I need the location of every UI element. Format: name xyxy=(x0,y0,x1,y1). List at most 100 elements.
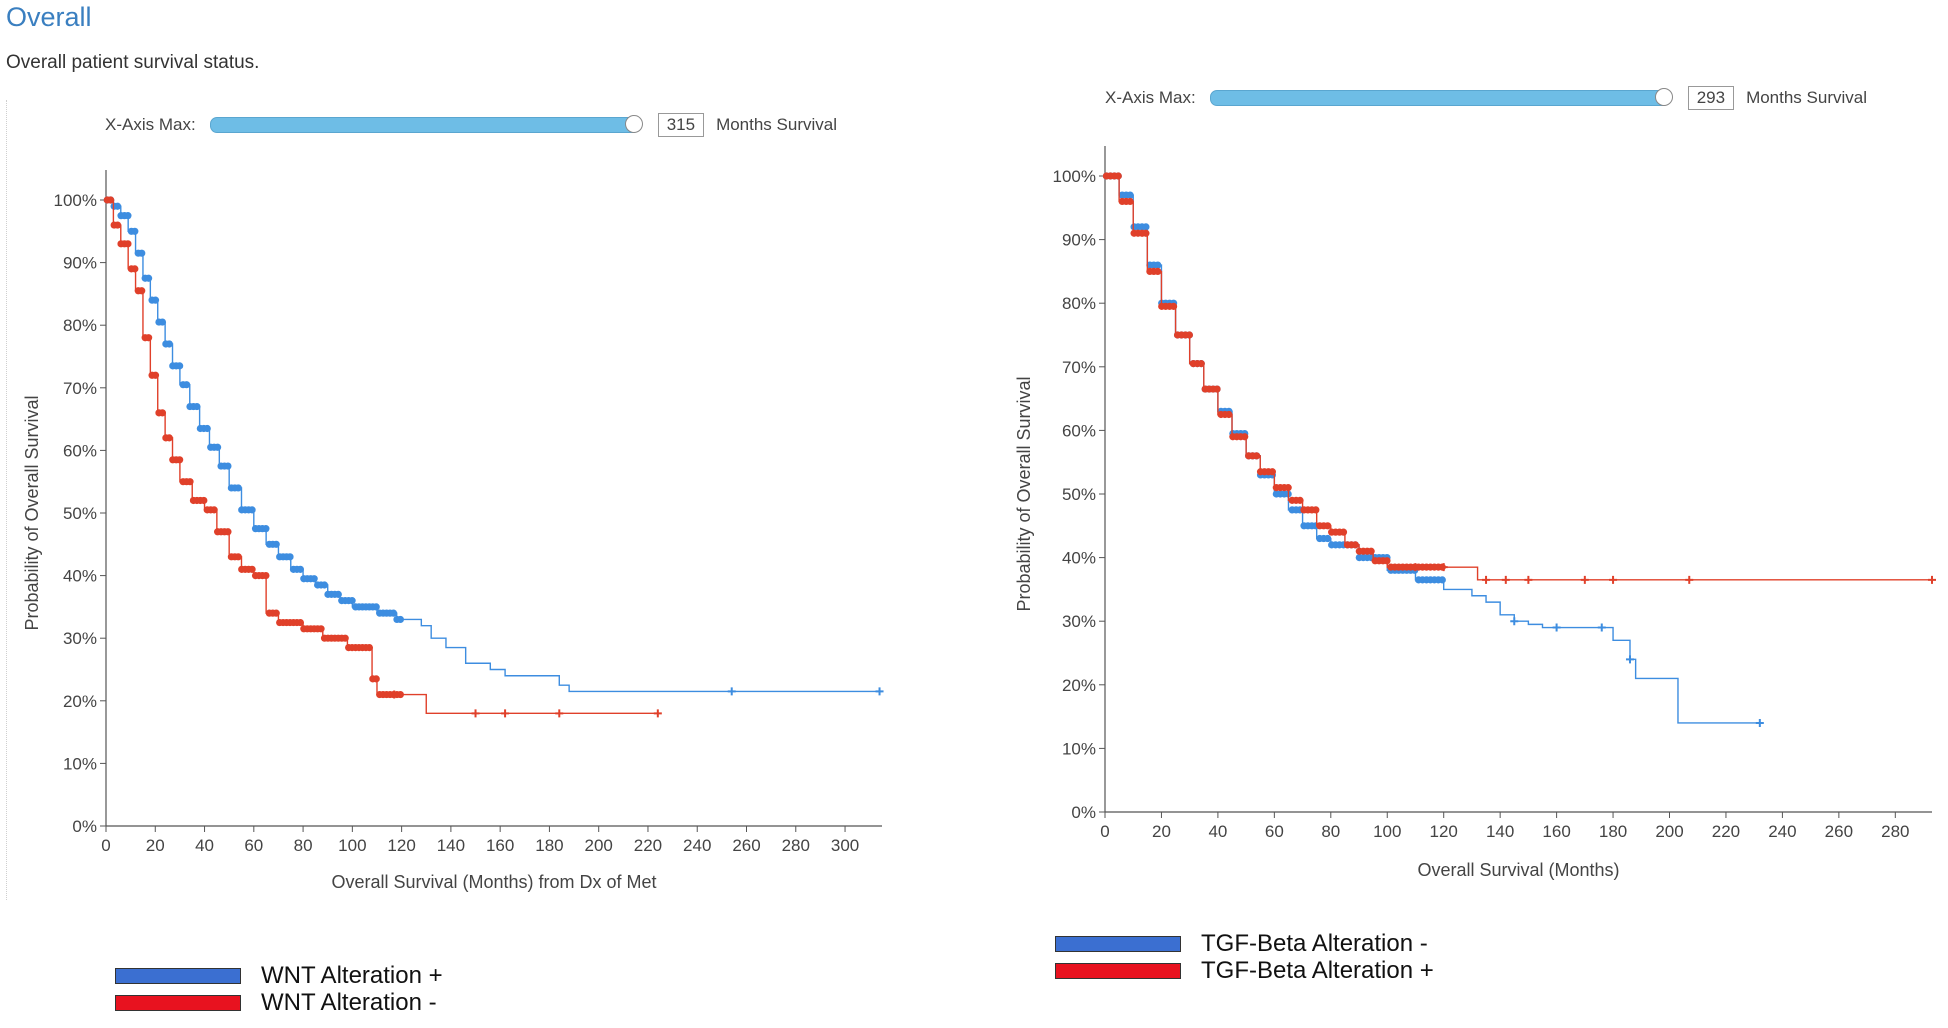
series-marker xyxy=(124,212,132,220)
x-tick-label: 240 xyxy=(683,836,711,855)
y-tick-label: 20% xyxy=(63,692,97,711)
series-marker xyxy=(124,240,132,248)
series-marker xyxy=(151,371,160,379)
series-marker xyxy=(138,249,146,257)
x-tick-label: 160 xyxy=(486,836,514,855)
series-marker xyxy=(296,618,304,627)
series-marker xyxy=(158,409,167,417)
series-marker xyxy=(248,506,256,514)
left-xaxis-max-input[interactable]: 315 xyxy=(657,113,705,137)
series-marker xyxy=(1126,191,1134,199)
censor-mark xyxy=(1439,563,1448,572)
left-xaxis-slider-thumb[interactable] xyxy=(624,115,643,133)
series-marker xyxy=(107,196,115,204)
series-marker xyxy=(165,434,173,442)
censor-mark xyxy=(1597,623,1606,632)
right-legend: TGF-Beta Alteration - TGF-Beta Alteratio… xyxy=(1055,930,1434,984)
series-marker xyxy=(320,581,329,589)
censor-mark xyxy=(501,709,510,718)
left-xaxis-slider[interactable] xyxy=(209,115,643,133)
series-marker xyxy=(372,603,380,611)
series-marker xyxy=(1351,541,1359,549)
y-tick-label: 90% xyxy=(1062,231,1096,250)
series-marker xyxy=(131,265,139,273)
censor-mark xyxy=(875,687,884,696)
series-marker xyxy=(1142,223,1150,231)
series-marker xyxy=(372,675,380,683)
x-tick-label: 200 xyxy=(585,836,613,855)
y-tick-label: 30% xyxy=(1062,612,1096,631)
y-axis-title: Probability of Overall Survival xyxy=(1014,376,1034,611)
series-marker xyxy=(151,296,160,304)
censor-mark xyxy=(1928,575,1936,584)
page-title: Overall xyxy=(6,2,92,32)
censor-mark xyxy=(1755,718,1764,727)
y-tick-label: 70% xyxy=(63,379,97,398)
series-marker xyxy=(213,443,222,451)
series-marker xyxy=(193,402,201,411)
series-marker xyxy=(186,478,194,486)
series-marker xyxy=(1284,484,1292,492)
series-marker xyxy=(1296,496,1304,504)
series-marker xyxy=(182,381,191,389)
x-tick-label: 180 xyxy=(1599,822,1627,841)
x-tick-label: 180 xyxy=(535,836,563,855)
series-marker xyxy=(200,496,208,505)
x-tick-label: 40 xyxy=(195,836,214,855)
censor-mark xyxy=(1685,575,1694,584)
y-tick-label: 90% xyxy=(63,254,97,273)
y-tick-label: 60% xyxy=(1062,421,1096,440)
series-marker xyxy=(224,528,232,536)
right-legend-label-1: TGF-Beta Alteration + xyxy=(1201,956,1434,984)
series-marker xyxy=(1114,172,1122,180)
y-tick-label: 80% xyxy=(63,316,97,335)
series-marker xyxy=(234,484,242,492)
series-marker xyxy=(176,362,184,370)
x-tick-label: 220 xyxy=(634,836,662,855)
series-marker xyxy=(176,456,184,464)
x-tick-label: 80 xyxy=(1321,822,1340,841)
series-marker xyxy=(1154,261,1162,269)
series-marker xyxy=(248,565,256,573)
x-tick-label: 220 xyxy=(1712,822,1740,841)
x-tick-label: 0 xyxy=(101,836,110,855)
x-tick-label: 260 xyxy=(732,836,760,855)
x-tick-label: 140 xyxy=(437,836,465,855)
series-marker xyxy=(334,590,342,598)
y-tick-label: 20% xyxy=(1062,676,1096,695)
right-legend-item: TGF-Beta Alteration - xyxy=(1055,930,1434,957)
series-marker xyxy=(210,506,218,514)
series-marker xyxy=(1126,197,1134,206)
right-xaxis-slider-thumb[interactable] xyxy=(1654,88,1673,106)
series-marker xyxy=(1225,410,1233,419)
right-legend-label-0: TGF-Beta Alteration - xyxy=(1201,929,1428,957)
right-xaxis-max-input[interactable]: 293 xyxy=(1687,86,1735,110)
y-tick-label: 100% xyxy=(1053,167,1096,186)
series-marker xyxy=(396,690,404,699)
series-marker xyxy=(1438,576,1446,584)
censor-mark xyxy=(1411,563,1420,572)
series-marker xyxy=(145,274,153,282)
series-marker xyxy=(1324,534,1332,543)
x-tick-label: 100 xyxy=(1373,822,1401,841)
censor-mark xyxy=(1580,575,1589,584)
y-tick-label: 10% xyxy=(63,754,97,773)
y-tick-label: 100% xyxy=(54,191,97,210)
left-legend-label-1: WNT Alteration - xyxy=(261,988,437,1016)
left-legend-swatch-0 xyxy=(115,967,241,984)
y-tick-label: 50% xyxy=(63,504,97,523)
series-marker xyxy=(1213,385,1221,393)
series-marker xyxy=(296,565,304,573)
series-marker xyxy=(1367,547,1375,555)
y-axis-title: Probability of Overall Survival xyxy=(22,395,42,630)
panel-divider xyxy=(6,100,7,900)
censor-mark xyxy=(1524,575,1533,584)
x-tick-label: 20 xyxy=(146,836,165,855)
series-marker xyxy=(1154,267,1162,275)
censor-mark xyxy=(1609,575,1618,584)
censor-mark xyxy=(390,690,399,699)
left-xaxis-control: X-Axis Max: 315 Months Survival xyxy=(105,113,837,137)
x-tick-label: 80 xyxy=(294,836,313,855)
series-marker xyxy=(1383,557,1391,565)
right-xaxis-slider[interactable] xyxy=(1209,88,1673,106)
